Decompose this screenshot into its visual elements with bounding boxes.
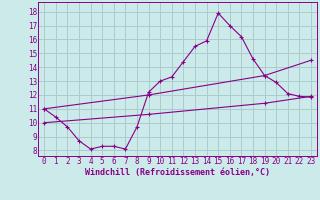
X-axis label: Windchill (Refroidissement éolien,°C): Windchill (Refroidissement éolien,°C) [85,168,270,177]
